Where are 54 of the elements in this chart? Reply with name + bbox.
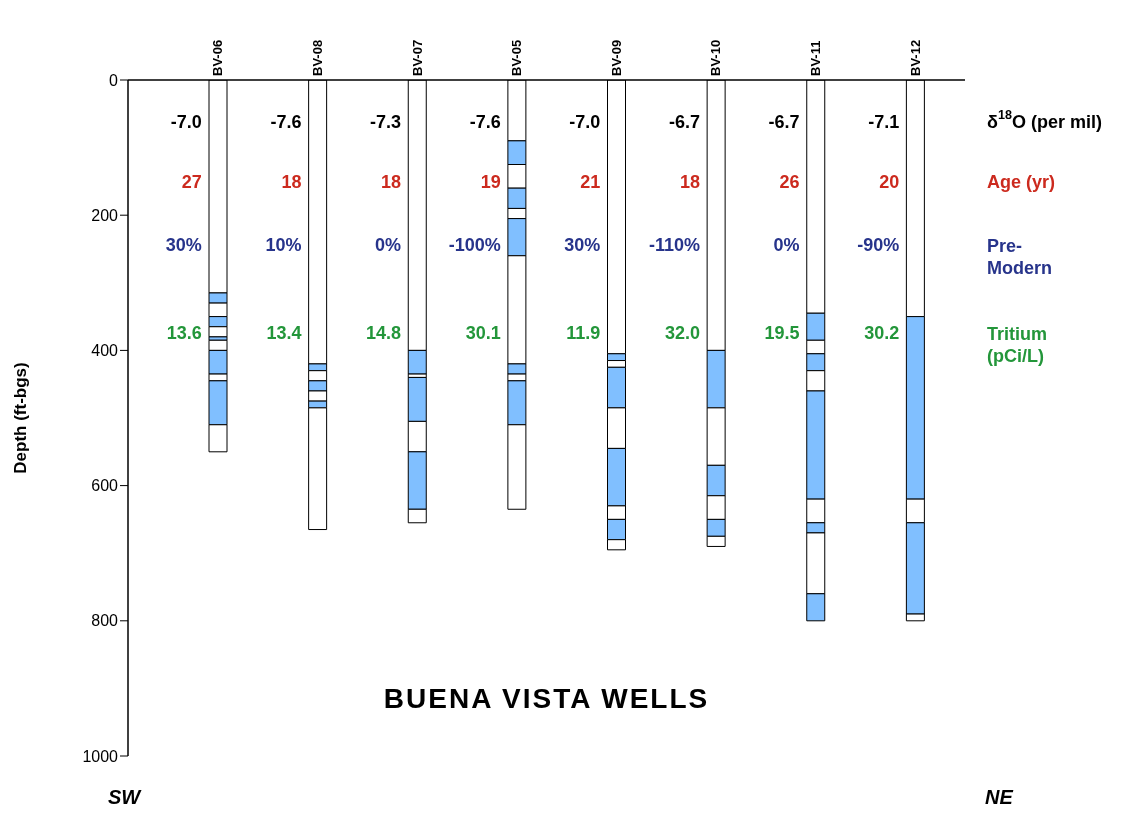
annotation: -7.6	[469, 112, 501, 132]
annotation: -7.3	[370, 112, 402, 132]
annotation: -7.6	[270, 112, 302, 132]
annotation: 20	[879, 172, 900, 192]
text: Pre-Modern	[987, 236, 1052, 278]
annotation: 30%	[564, 235, 601, 255]
x-tick-label: BV-08	[309, 39, 325, 76]
annotation: -7.1	[868, 112, 900, 132]
annotation: -110%	[648, 235, 700, 255]
y-tick-label: 1000	[82, 747, 119, 765]
annotation: 21	[580, 172, 601, 192]
annotation: 30.2	[864, 323, 900, 343]
annotation: 32.0	[664, 323, 700, 343]
y-tick-label: 400	[91, 342, 119, 360]
text: BUENA VISTA WELLS	[383, 683, 710, 714]
y-tick-label: 200	[91, 206, 119, 224]
annotation: 11.9	[566, 323, 601, 343]
annotation: 0%	[375, 235, 402, 255]
annotation: 18	[679, 172, 700, 192]
x-tick-label: BV-10	[708, 39, 724, 76]
annotation: -6.7	[668, 112, 700, 132]
annotation: 19.5	[764, 323, 800, 343]
x-tick-label: BV-05	[509, 39, 525, 76]
annotation: 27	[181, 172, 202, 192]
annotation: 30%	[165, 235, 202, 255]
text: Tritium (pCi/L)	[987, 324, 1048, 366]
text: Age (yr)	[987, 172, 1056, 192]
annotation: -90%	[857, 235, 900, 255]
x-tick-label: BV-12	[907, 39, 923, 76]
annotation: 0%	[773, 235, 800, 255]
annotation: 10%	[265, 235, 302, 255]
annotation: 19	[480, 172, 501, 192]
text: δ$^{18}$O (per mil)	[987, 108, 1102, 132]
text: NE	[985, 786, 1014, 808]
y-tick-label: 0	[109, 71, 119, 89]
x-tick-label: BV-09	[608, 39, 624, 76]
annotation: 13.6	[166, 323, 202, 343]
x-tick-label: BV-07	[409, 39, 425, 76]
annotation: 26	[779, 172, 800, 192]
annotation: -6.7	[768, 112, 800, 132]
x-tick-label: BV-06	[210, 39, 226, 76]
annotation: -7.0	[569, 112, 601, 132]
x-tick-label: BV-11	[808, 40, 824, 76]
y-axis-title: Depth (ft-bgs)	[11, 362, 31, 474]
annotation: 13.4	[266, 323, 302, 343]
annotation: 18	[381, 172, 402, 192]
annotation: -7.0	[170, 112, 202, 132]
text: SW	[108, 786, 143, 808]
annotation: 30.1	[465, 323, 501, 343]
annotation: 18	[281, 172, 302, 192]
annotation: -100%	[448, 235, 501, 255]
annotation: 14.8	[366, 323, 402, 343]
y-tick-label: 600	[91, 477, 119, 495]
y-tick-label: 800	[91, 612, 119, 630]
